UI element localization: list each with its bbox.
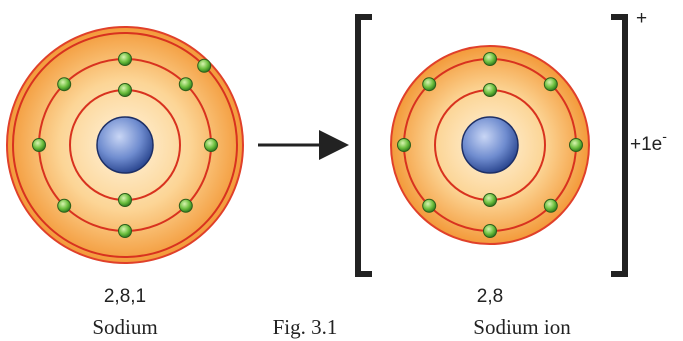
electron — [484, 84, 497, 97]
ion-charge: + — [636, 8, 647, 29]
electron — [119, 225, 132, 238]
electron — [484, 53, 497, 66]
electron — [198, 59, 211, 72]
figure-caption: Fig. 3.1 — [273, 315, 338, 339]
electron — [423, 199, 436, 212]
electron — [205, 139, 218, 152]
diagram: + +1e- 2,8,1 2,8 Sodium Fig. 3.1 Sodium … — [0, 0, 683, 341]
electron — [119, 84, 132, 97]
electron-label-text: +1e — [630, 134, 662, 155]
ion-name: Sodium ion — [473, 315, 571, 339]
electron-sign: - — [662, 128, 667, 144]
right-bracket — [611, 17, 625, 274]
sodium-ion — [391, 46, 589, 244]
sodium-atom — [7, 27, 243, 263]
electron — [484, 225, 497, 238]
electron — [58, 78, 71, 91]
atom-name: Sodium — [92, 315, 157, 339]
ion-configuration: 2,8 — [477, 286, 503, 307]
atom-configuration: 2,8,1 — [104, 286, 146, 307]
electron — [33, 139, 46, 152]
electron — [570, 139, 583, 152]
electron — [119, 194, 132, 207]
electron — [179, 199, 192, 212]
electron — [423, 78, 436, 91]
electron — [484, 194, 497, 207]
electron — [544, 78, 557, 91]
left-bracket — [358, 17, 372, 274]
nucleus — [97, 117, 153, 173]
electron — [544, 199, 557, 212]
electron — [119, 53, 132, 66]
electron — [398, 139, 411, 152]
nucleus — [462, 117, 518, 173]
electron-label: +1e- — [630, 128, 667, 155]
electron — [179, 78, 192, 91]
electron — [58, 199, 71, 212]
